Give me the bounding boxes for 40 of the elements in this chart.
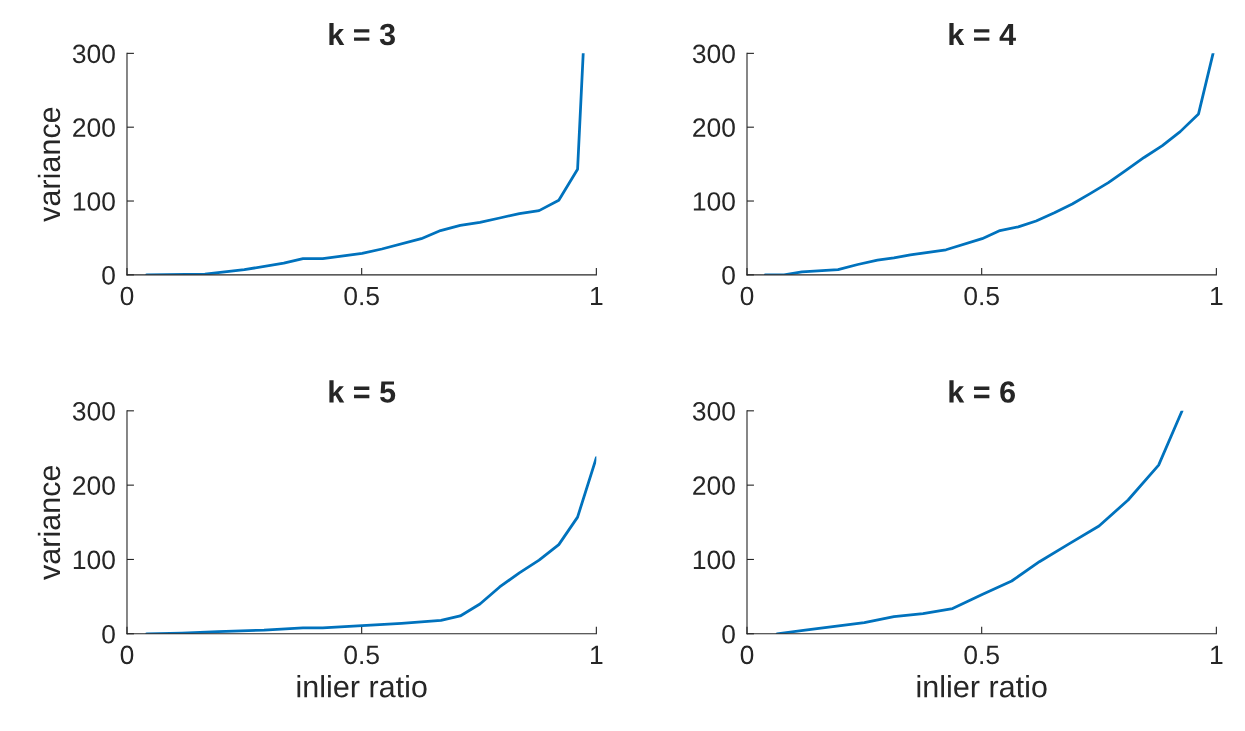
line-series	[145, 53, 585, 275]
x-tick-label: 0.5	[964, 286, 999, 306]
line-series	[763, 53, 1215, 275]
x-tick-label: 0	[120, 645, 134, 665]
y-tick-label: 100	[73, 550, 115, 570]
y-tick-label: 300	[692, 44, 735, 64]
y-tick-label: 0	[722, 265, 735, 285]
y-tick-label: 200	[73, 118, 115, 138]
x-tick-label: 0.5	[344, 645, 379, 665]
y-axis-title: variance	[37, 107, 61, 222]
x-tick-label: 0.5	[964, 645, 999, 665]
y-tick-label: 0	[102, 624, 115, 644]
y-tick-label: 100	[73, 192, 115, 211]
chart-title: k = 5	[329, 380, 396, 403]
y-axis-title: variance	[37, 465, 61, 580]
x-tick-label: 0	[120, 286, 134, 306]
x-tick-label: 0	[740, 645, 754, 665]
y-tick-label: 300	[692, 401, 735, 421]
chart-title: k = 6	[949, 380, 1015, 403]
y-tick-label: 100	[693, 192, 735, 211]
y-tick-label: 100	[693, 550, 735, 570]
x-tick-label: 1	[1211, 286, 1223, 306]
y-tick-label: 200	[73, 476, 115, 495]
line-series	[775, 410, 1184, 634]
y-tick-label: 200	[693, 476, 735, 495]
x-tick-label: 0	[740, 286, 754, 306]
chart-title: k = 4	[949, 22, 1016, 46]
y-tick-label: 300	[72, 401, 115, 421]
y-tick-label: 300	[72, 44, 115, 64]
chart-title: k = 3	[329, 22, 395, 46]
x-axis-title: inlier ratio	[917, 675, 1047, 698]
y-tick-label: 0	[102, 265, 115, 285]
line-series	[145, 456, 597, 634]
x-tick-label: 1	[591, 645, 603, 665]
x-tick-label: 1	[1211, 645, 1223, 665]
x-axis-title: inlier ratio	[297, 675, 427, 698]
y-tick-label: 200	[693, 118, 735, 138]
x-tick-label: 1	[591, 286, 603, 306]
y-tick-label: 0	[722, 624, 735, 644]
x-tick-label: 0.5	[344, 286, 379, 306]
